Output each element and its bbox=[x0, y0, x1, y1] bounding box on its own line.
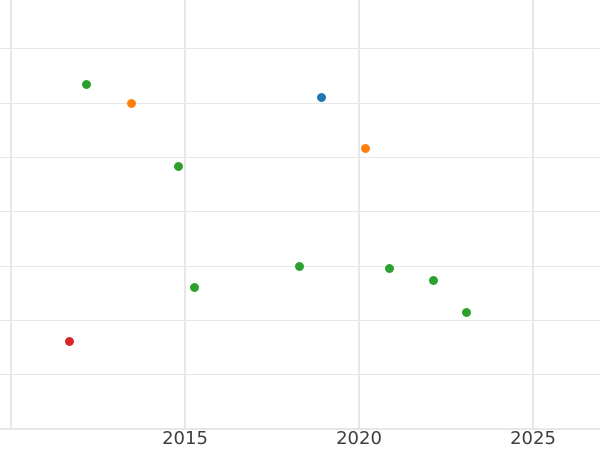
data-point-series-red bbox=[64, 336, 74, 346]
horizontal-gridline bbox=[0, 156, 600, 159]
data-point-series-green bbox=[173, 161, 183, 171]
data-point-series-green bbox=[462, 307, 472, 317]
data-point-series-green bbox=[385, 263, 395, 273]
horizontal-gridline bbox=[0, 211, 600, 213]
x-tick-label: 2025 bbox=[510, 428, 556, 449]
vertical-gridline bbox=[10, 0, 12, 429]
data-point-series-orange bbox=[126, 98, 136, 108]
data-point-series-orange bbox=[361, 143, 371, 153]
horizontal-gridline bbox=[0, 374, 600, 376]
vertical-gridline bbox=[358, 0, 360, 429]
data-point-series-blue bbox=[316, 92, 326, 102]
horizontal-gridline bbox=[0, 428, 600, 430]
data-point-series-green bbox=[189, 283, 199, 293]
data-point-series-green bbox=[295, 261, 305, 271]
horizontal-gridline bbox=[0, 319, 600, 321]
horizontal-gridline bbox=[0, 48, 600, 50]
data-point-series-green bbox=[428, 276, 438, 286]
x-tick-label: 2015 bbox=[162, 428, 208, 449]
horizontal-gridline bbox=[0, 102, 600, 104]
vertical-gridline bbox=[532, 0, 534, 429]
x-tick-label: 2020 bbox=[336, 428, 382, 449]
data-point-series-green bbox=[81, 80, 91, 90]
vertical-gridline bbox=[184, 0, 186, 429]
